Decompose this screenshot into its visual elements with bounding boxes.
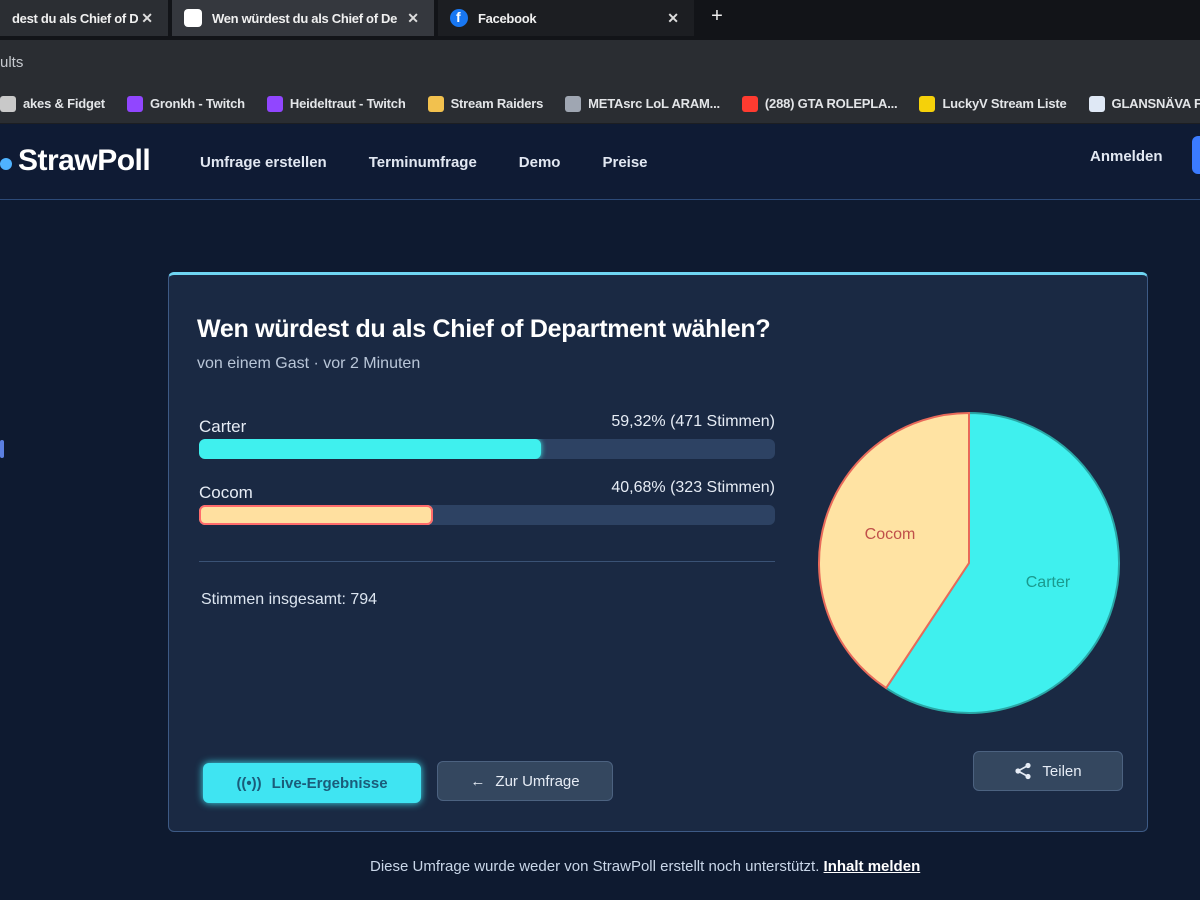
bookmarks-bar: akes & Fidget Gronkh - Twitch Heideltraut … xyxy=(0,84,1200,124)
footer-text: Diese Umfrage wurde weder von StrawPoll … xyxy=(370,858,820,875)
main-nav: Umfrage erstellen Terminumfrage Demo Pre… xyxy=(200,154,648,171)
pie-slice-cocom xyxy=(818,411,970,690)
tab-title: Wen würdest du als Chief of De xyxy=(212,10,398,26)
nav-demo[interactable]: Demo xyxy=(518,154,561,171)
browser-tabstrip: dest du als Chief of De ✕ Wen würdest du… xyxy=(0,0,1200,40)
option-bar-track xyxy=(199,505,775,525)
twitch-icon xyxy=(266,95,283,112)
bookmark-item[interactable]: METAsrc LoL ARAM... xyxy=(565,95,720,112)
option-bar-track xyxy=(199,439,775,459)
side-edge-marker xyxy=(0,440,4,458)
back-to-poll-label: Zur Umfrage xyxy=(495,772,580,790)
share-icon xyxy=(1015,762,1031,780)
address-text: ults xyxy=(0,54,24,71)
logo-mark-icon xyxy=(0,158,12,170)
tab-close-icon[interactable]: ✕ xyxy=(141,9,153,26)
tab-title: Facebook xyxy=(478,10,537,26)
bookmark-label: Gronkh - Twitch xyxy=(149,96,245,111)
bookmark-label: LuckyV Stream Liste xyxy=(942,96,1067,111)
bookmark-item[interactable]: Gronkh - Twitch xyxy=(126,95,245,112)
poll-results-card: Wen würdest du als Chief of Department w… xyxy=(168,272,1148,832)
bookmark-item[interactable]: akes & Fidget xyxy=(0,95,105,112)
live-results-button[interactable]: ((•)) Live-Ergebnisse xyxy=(203,763,421,803)
bookmark-label: Heideltraut - Twitch xyxy=(289,96,406,111)
new-tab-button[interactable]: + xyxy=(711,5,723,27)
bookmark-label: GLANSNÄVA Futter... xyxy=(1111,96,1200,111)
share-label: Teilen xyxy=(1042,762,1082,780)
total-votes: Stimmen insgesamt: 794 xyxy=(201,591,378,608)
strawpoll-favicon-icon xyxy=(184,9,202,27)
poll-meta: von einem Gast · vor 2 Minuten xyxy=(197,355,421,372)
bookmark-item[interactable]: GLANSNÄVA Futter... xyxy=(1088,95,1200,112)
bookmark-label: METAsrc LoL ARAM... xyxy=(588,96,720,111)
nav-pricing[interactable]: Preise xyxy=(602,154,648,171)
results-pie-chart: Carter Cocom xyxy=(818,411,1120,714)
divider xyxy=(199,561,775,562)
pie-label-carter: Carter xyxy=(1026,574,1071,591)
ikea-icon xyxy=(1088,95,1105,112)
browser-tab[interactable]: dest du als Chief of De ✕ xyxy=(0,0,168,36)
option-bar-fill-carter xyxy=(199,439,541,459)
back-to-poll-button[interactable]: ← Zur Umfrage xyxy=(437,761,613,801)
bookmark-item[interactable]: Stream Raiders xyxy=(427,95,544,112)
logo-text: StrawPoll xyxy=(18,144,151,177)
bookmark-icon xyxy=(0,95,16,112)
bookmark-item[interactable]: (288) GTA ROLEPLA... xyxy=(741,95,898,112)
site-header: StrawPoll Umfrage erstellen Terminumfrag… xyxy=(0,124,1200,200)
bookmark-label: Stream Raiders xyxy=(450,96,544,111)
signup-button[interactable] xyxy=(1192,136,1200,174)
arrow-left-icon: ← xyxy=(470,772,486,790)
facebook-favicon-icon xyxy=(450,9,468,27)
sword-icon xyxy=(427,95,444,112)
pie-slice-carter xyxy=(884,411,1120,714)
bookmark-label: akes & Fidget xyxy=(23,96,105,111)
bookmark-item[interactable]: LuckyV Stream Liste xyxy=(919,95,1067,112)
share-button[interactable]: Teilen xyxy=(973,751,1123,791)
footer-disclaimer: Diese Umfrage wurde weder von StrawPoll … xyxy=(370,858,920,875)
twitch-icon xyxy=(126,95,143,112)
bookmark-label: (288) GTA ROLEPLA... xyxy=(764,96,898,111)
address-bar[interactable]: ults xyxy=(0,40,1200,84)
luckyv-icon xyxy=(919,95,936,112)
signin-link[interactable]: Anmelden xyxy=(1090,148,1163,165)
tab-close-icon[interactable]: ✕ xyxy=(667,9,679,26)
nav-create-poll[interactable]: Umfrage erstellen xyxy=(200,154,327,171)
live-results-label: Live-Ergebnisse xyxy=(271,774,388,792)
metasrc-icon xyxy=(565,95,582,112)
pie-label-cocom: Cocom xyxy=(865,526,916,543)
browser-tab[interactable]: Facebook ✕ xyxy=(438,0,694,36)
broadcast-icon: ((•)) xyxy=(236,774,262,792)
report-content-link[interactable]: Inhalt melden xyxy=(823,858,921,875)
option-label-carter: Carter xyxy=(199,417,247,436)
bookmark-item[interactable]: Heideltraut - Twitch xyxy=(266,95,406,112)
browser-tab-active[interactable]: Wen würdest du als Chief of De ✕ xyxy=(172,0,434,36)
option-label-cocom: Cocom xyxy=(199,483,253,502)
tab-title: dest du als Chief of De xyxy=(12,10,138,26)
tab-close-icon[interactable]: ✕ xyxy=(407,9,419,26)
nav-meeting-poll[interactable]: Terminumfrage xyxy=(368,154,477,171)
option-result-cocom: 40,68% (323 Stimmen) xyxy=(611,479,775,496)
poll-question: Wen würdest du als Chief of Department w… xyxy=(197,315,771,343)
option-result-carter: 59,32% (471 Stimmen) xyxy=(611,413,775,430)
option-bar-fill-cocom xyxy=(199,505,434,525)
strawpoll-logo[interactable]: StrawPoll xyxy=(0,144,151,178)
youtube-icon xyxy=(741,95,758,112)
